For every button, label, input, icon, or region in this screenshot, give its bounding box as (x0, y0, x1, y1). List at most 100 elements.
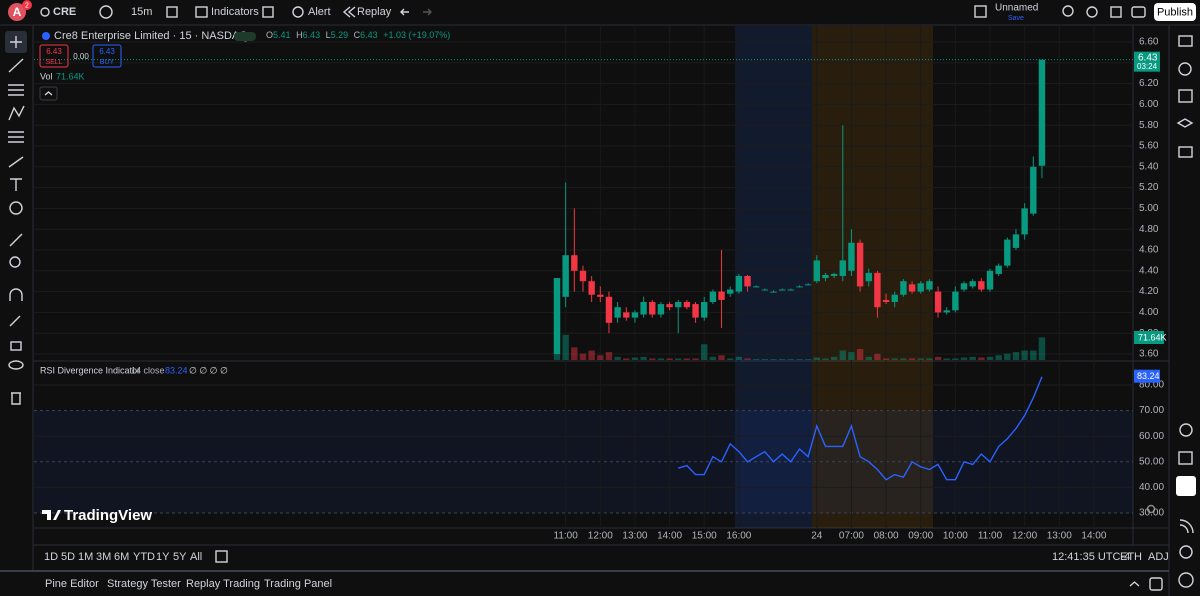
range-button[interactable]: 5D (61, 551, 75, 563)
layouts-icon[interactable] (262, 6, 274, 18)
layout-checkbox[interactable] (974, 5, 987, 18)
range-button[interactable]: 1Y (156, 551, 170, 563)
sell-button[interactable] (39, 44, 69, 68)
range-button[interactable]: YTD (133, 551, 155, 563)
panel-tab[interactable]: Pine Editor (45, 578, 99, 590)
symbol[interactable]: CRE (53, 6, 76, 18)
buy-price[interactable]: 6.43 (99, 47, 115, 56)
buy-label[interactable]: BUY (100, 59, 115, 66)
rsi-axis-box (1134, 369, 1160, 383)
delete-tool[interactable] (11, 392, 21, 405)
ideas[interactable] (1179, 423, 1193, 437)
interval[interactable]: 15m (131, 6, 152, 18)
range-button[interactable]: 6M (114, 551, 129, 563)
last-price-box (1134, 51, 1160, 72)
avatar-letter[interactable]: A (13, 5, 22, 19)
emoji-tool[interactable] (9, 201, 23, 215)
eth[interactable]: ETH (1120, 551, 1142, 563)
toggle[interactable] (234, 32, 256, 41)
redo[interactable] (423, 8, 432, 16)
calendar[interactable] (1178, 451, 1193, 465)
candle-body (562, 255, 569, 297)
x-tick-label: 13:00 (1047, 531, 1072, 542)
range-button[interactable]: All (190, 551, 202, 563)
volume-bar (1030, 350, 1037, 360)
replay-button[interactable]: Replay (357, 6, 392, 18)
x-tick-label: 15:00 (692, 531, 717, 542)
lock-tool[interactable] (10, 341, 22, 351)
panel-tab[interactable]: Replay Trading (186, 578, 260, 590)
expand-panel[interactable] (1129, 581, 1140, 587)
range-button[interactable]: 5Y (173, 551, 187, 563)
candle-body (856, 242, 864, 287)
y-tick-label: 40.00 (1139, 482, 1164, 493)
collapse-icon[interactable] (44, 91, 53, 96)
pattern-tool[interactable] (8, 105, 25, 121)
draw-mode[interactable] (9, 315, 21, 327)
date-range-icon[interactable] (215, 550, 228, 563)
maximize-panel[interactable] (1149, 577, 1163, 591)
line-tool[interactable] (8, 58, 24, 73)
settings[interactable] (1086, 6, 1098, 18)
y-tick-label: 4.20 (1139, 286, 1159, 297)
rsi-axis-label: 83.24 (1137, 371, 1160, 381)
brush-tool[interactable] (8, 156, 24, 168)
publish-label[interactable]: Publish (1157, 6, 1193, 18)
add-symbol[interactable] (99, 5, 113, 19)
save-label[interactable]: Save (1008, 15, 1024, 22)
search-icon[interactable] (40, 7, 50, 17)
volume-bar (579, 353, 587, 360)
forecast-tool[interactable] (8, 131, 24, 143)
buy-button[interactable] (92, 44, 122, 68)
fullscreen[interactable] (1110, 6, 1122, 18)
undo[interactable] (400, 8, 409, 16)
volume-bar (649, 358, 656, 360)
range-button[interactable]: 3M (96, 551, 111, 563)
alerts-panel[interactable] (1178, 62, 1192, 76)
snapshot[interactable] (1131, 6, 1146, 18)
text-tool[interactable] (10, 178, 22, 191)
adj[interactable]: ADJ (1148, 551, 1169, 563)
visibility-tool[interactable] (8, 360, 24, 370)
indicators-button[interactable]: Indicators (211, 6, 259, 18)
alert-button[interactable]: Alert (308, 6, 331, 18)
alert-icon[interactable] (292, 6, 304, 18)
zoom-tool[interactable] (9, 256, 21, 268)
layers[interactable] (1176, 118, 1194, 128)
range-button[interactable]: 1M (78, 551, 93, 563)
fib-tool[interactable] (8, 84, 24, 96)
profile[interactable] (1178, 572, 1194, 588)
candle-body (1021, 208, 1028, 235)
volume-bar (813, 357, 820, 360)
panel-tab[interactable]: Strategy Tester (107, 578, 181, 590)
chart-type[interactable] (166, 6, 178, 18)
panel-tab[interactable]: Trading Panel (264, 578, 332, 590)
streams[interactable] (1179, 519, 1194, 534)
measure-tool[interactable] (9, 233, 23, 247)
axis-settings[interactable] (1146, 504, 1156, 514)
plot (34, 59, 1133, 481)
avatar[interactable] (8, 3, 26, 21)
chats[interactable] (1178, 146, 1193, 158)
y-tick-label: 70.00 (1139, 405, 1164, 416)
range-button[interactable]: 1D (44, 551, 58, 563)
indicators-icon[interactable] (195, 6, 208, 18)
magnet-tool[interactable] (9, 288, 23, 301)
ohlc-key: C (354, 30, 361, 40)
search-tool[interactable] (1062, 5, 1074, 17)
publish-button[interactable] (1154, 3, 1196, 21)
candle-body (1030, 166, 1037, 214)
candle-body (995, 265, 1002, 274)
notes[interactable] (1178, 89, 1193, 103)
collapse-button[interactable] (39, 86, 58, 101)
y-tick-label: 4.00 (1139, 307, 1159, 318)
replay-icon[interactable] (342, 6, 356, 18)
sell-label[interactable]: SELL (45, 59, 62, 66)
layout-name[interactable]: Unnamed (995, 3, 1038, 14)
sell-price[interactable]: 6.43 (46, 47, 62, 56)
candle-body (839, 260, 846, 276)
crosshair-tool[interactable] (10, 36, 22, 48)
watchlist[interactable] (1178, 35, 1193, 47)
help[interactable] (1179, 545, 1193, 559)
products[interactable] (1176, 476, 1196, 496)
